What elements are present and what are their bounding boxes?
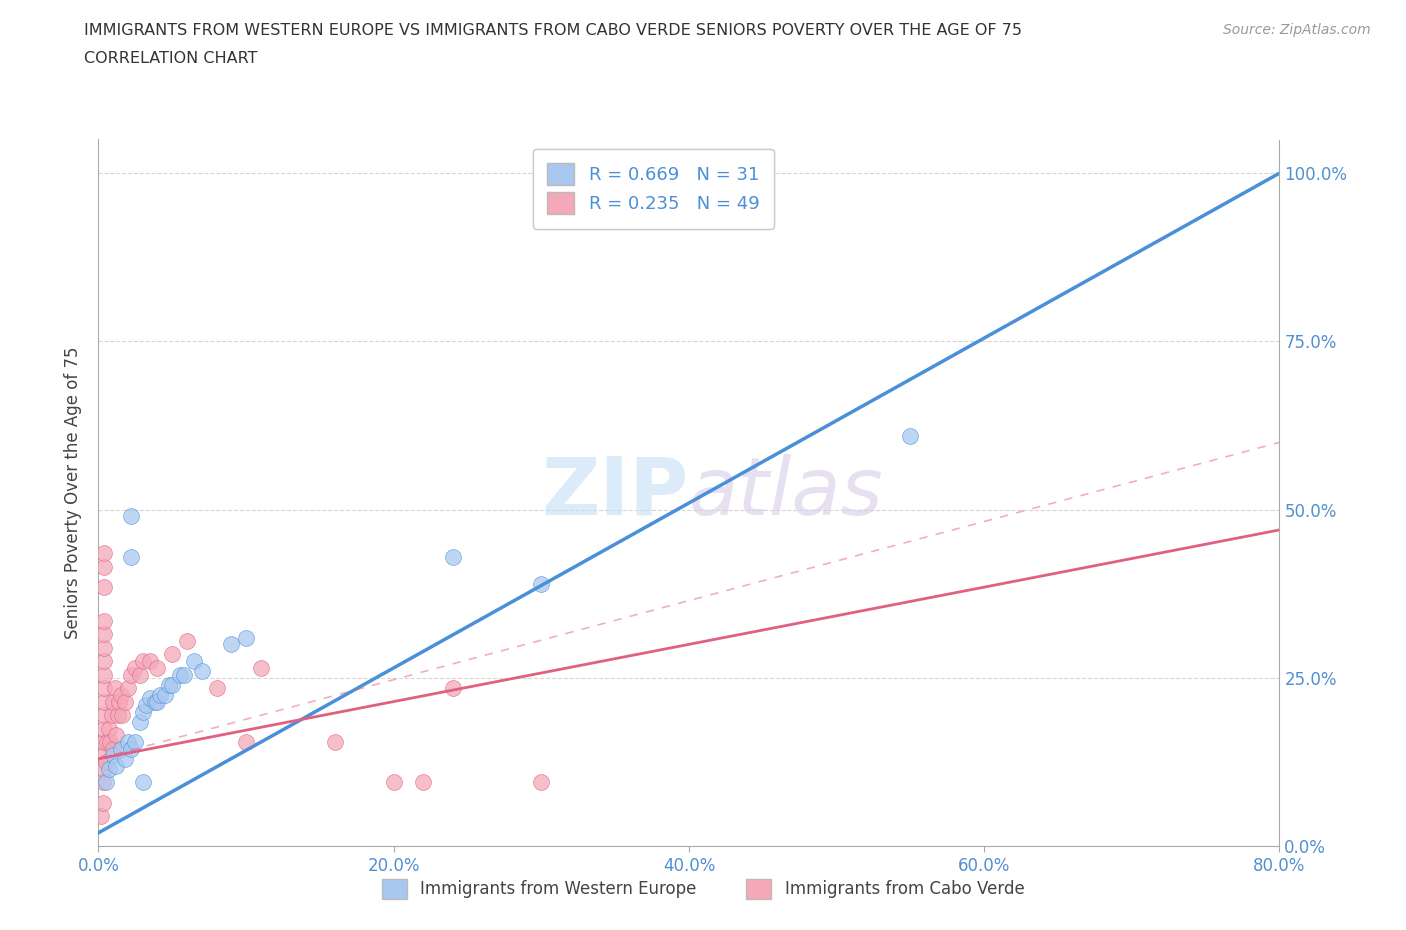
Point — [176, 633, 198, 648]
Point — [205, 681, 228, 696]
Point — [441, 550, 464, 565]
Text: ZIP: ZIP — [541, 454, 689, 532]
Point — [128, 667, 150, 682]
Point — [120, 550, 142, 565]
Text: IMMIGRANTS FROM WESTERN EUROPE VS IMMIGRANTS FROM CABO VERDE SENIORS POVERTY OVE: IMMIGRANTS FROM WESTERN EUROPE VS IMMIGR… — [84, 23, 1022, 38]
Point — [132, 654, 155, 669]
Point — [111, 708, 134, 723]
Point — [103, 741, 125, 756]
Text: CORRELATION CHART: CORRELATION CHART — [84, 51, 257, 66]
Point — [93, 681, 115, 696]
Point — [146, 694, 169, 709]
Point — [132, 775, 155, 790]
Point — [124, 660, 146, 675]
Point — [235, 735, 257, 750]
Point — [98, 735, 121, 750]
Point — [157, 677, 180, 692]
Point — [93, 614, 115, 629]
Point — [93, 667, 115, 682]
Point — [93, 546, 115, 561]
Point — [93, 694, 115, 709]
Point — [135, 698, 157, 712]
Point — [120, 667, 142, 682]
Text: Source: ZipAtlas.com: Source: ZipAtlas.com — [1223, 23, 1371, 37]
Point — [219, 637, 242, 652]
Point — [93, 748, 115, 763]
Point — [105, 728, 128, 743]
Point — [94, 775, 117, 790]
Point — [114, 694, 136, 709]
Point — [169, 667, 191, 682]
Y-axis label: Seniors Poverty Over the Age of 75: Seniors Poverty Over the Age of 75 — [65, 347, 83, 639]
Point — [153, 687, 176, 702]
Point — [93, 721, 115, 736]
Point — [173, 667, 195, 682]
Point — [250, 660, 273, 675]
Point — [93, 708, 115, 723]
Point — [323, 735, 346, 750]
Point — [103, 748, 125, 763]
Point — [412, 775, 434, 790]
Point — [91, 795, 114, 810]
Point — [149, 687, 172, 702]
Point — [103, 694, 125, 709]
Point — [94, 755, 117, 770]
Point — [96, 735, 118, 750]
Point — [132, 704, 155, 719]
Point — [104, 681, 127, 696]
Point — [110, 741, 132, 756]
Point — [441, 681, 464, 696]
Point — [93, 560, 115, 575]
Point — [124, 735, 146, 750]
Point — [530, 577, 553, 591]
Point — [530, 775, 553, 790]
Point — [100, 708, 122, 723]
Legend: R = 0.669   N = 31, R = 0.235   N = 49: R = 0.669 N = 31, R = 0.235 N = 49 — [533, 149, 775, 229]
Point — [90, 808, 112, 823]
Point — [97, 762, 120, 777]
Point — [108, 694, 131, 709]
Point — [117, 735, 139, 750]
Point — [183, 654, 205, 669]
Point — [93, 627, 115, 642]
Point — [107, 708, 129, 723]
Point — [235, 631, 257, 645]
Point — [97, 721, 120, 736]
Point — [110, 687, 132, 702]
Point — [128, 714, 150, 729]
Point — [93, 579, 115, 594]
Legend: Immigrants from Western Europe, Immigrants from Cabo Verde: Immigrants from Western Europe, Immigran… — [368, 866, 1038, 912]
Point — [146, 660, 169, 675]
Point — [382, 775, 405, 790]
Point — [114, 751, 136, 766]
Point — [139, 654, 162, 669]
Point — [143, 694, 166, 709]
Point — [162, 677, 183, 692]
Point — [93, 654, 115, 669]
Point — [105, 758, 128, 773]
Point — [120, 741, 142, 756]
Point — [91, 775, 114, 790]
Text: atlas: atlas — [689, 454, 884, 532]
Point — [93, 762, 115, 777]
Point — [120, 509, 142, 524]
Point — [162, 647, 183, 662]
Point — [93, 735, 115, 750]
Point — [900, 428, 922, 443]
Point — [191, 664, 214, 679]
Point — [139, 691, 162, 706]
Point — [93, 640, 115, 655]
Point — [117, 681, 139, 696]
